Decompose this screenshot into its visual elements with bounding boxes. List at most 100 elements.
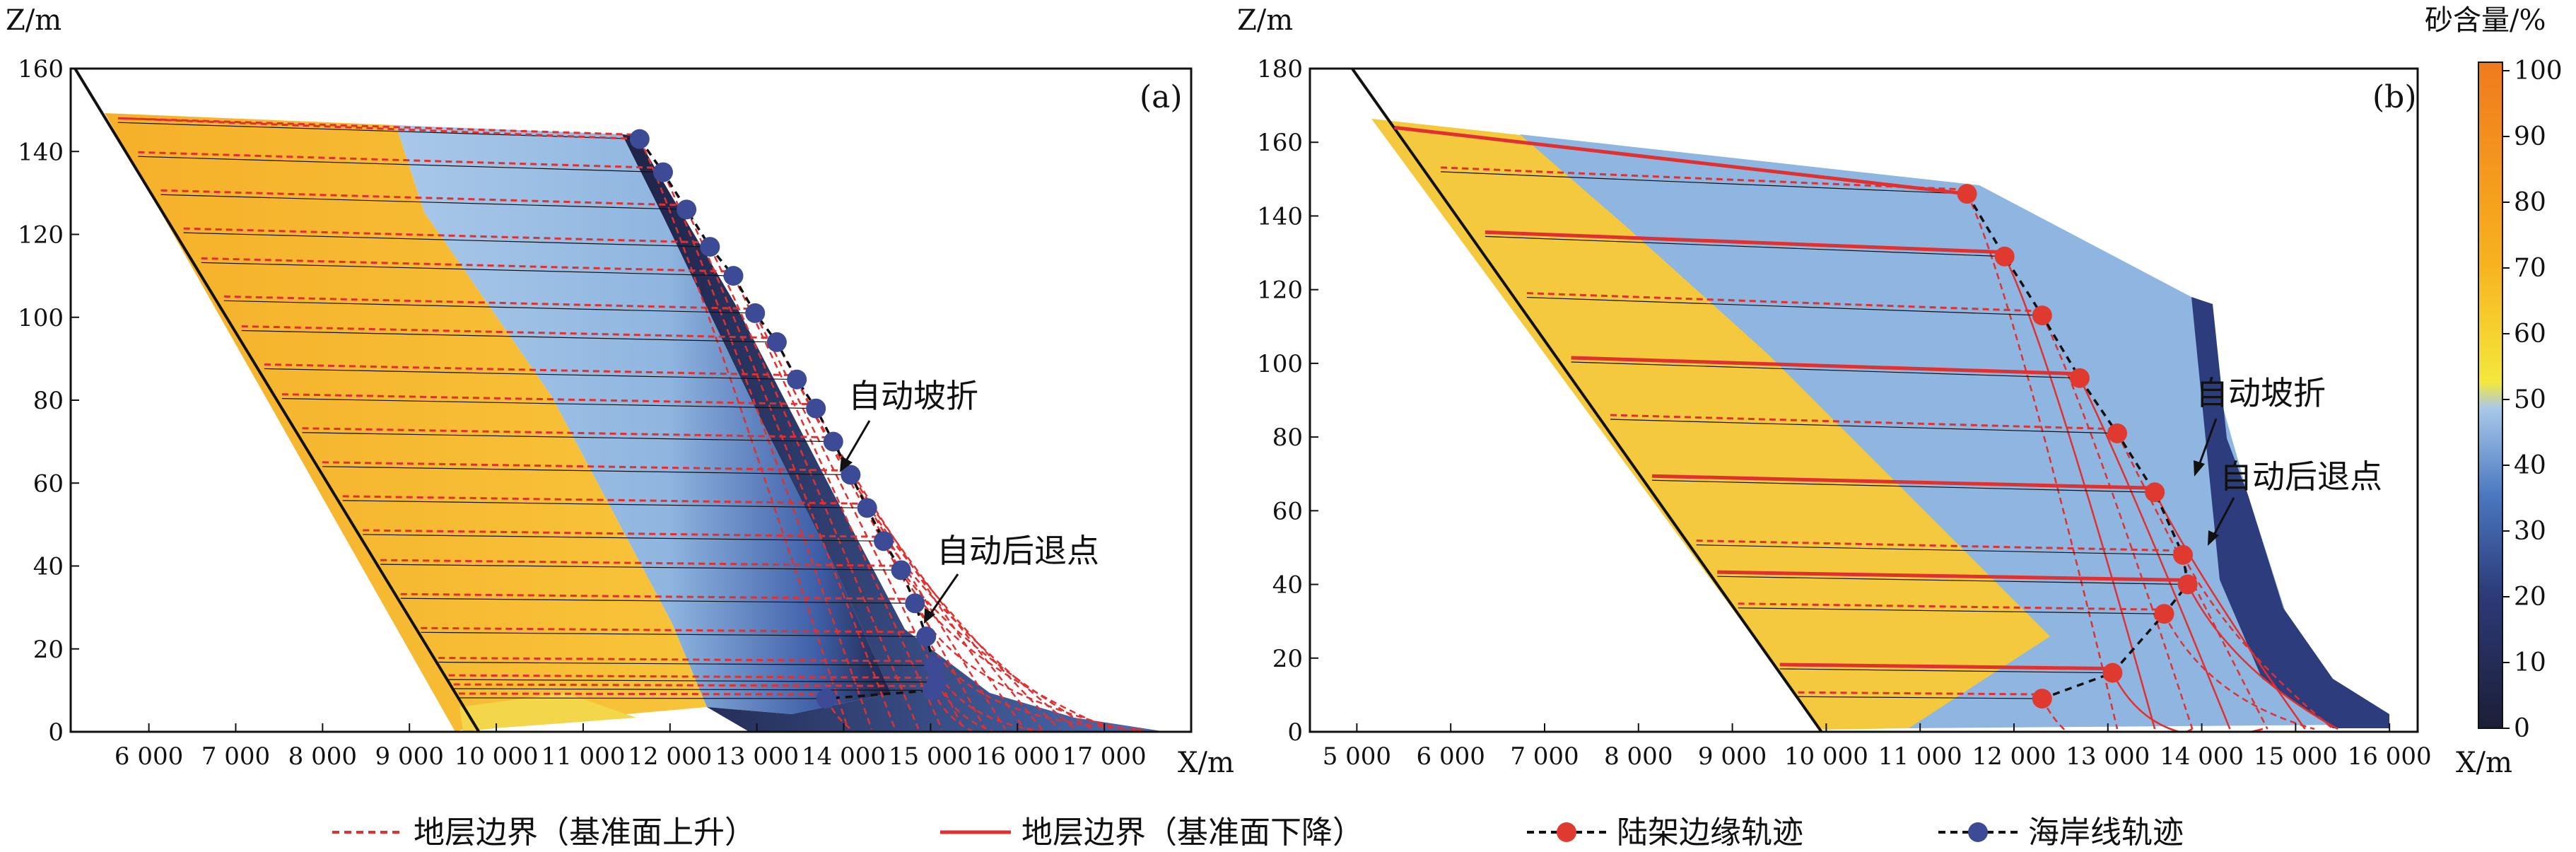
panel-b-boundary-line xyxy=(1738,602,2165,611)
panel-a-trajectory-point xyxy=(857,498,877,518)
panel-b-boundary-line xyxy=(1526,292,2042,313)
panel-a-stratal-line xyxy=(264,368,797,380)
panel-a-prodelta-fill xyxy=(622,134,1166,732)
panel-a-boundary-line xyxy=(448,674,937,679)
panel-a-xtick-label: 8 000 xyxy=(288,742,357,771)
panel-a-trajectory-point xyxy=(816,689,836,709)
panel-a-stratal-line xyxy=(438,661,935,666)
panel-a-annotation-2: 自动后退点 xyxy=(937,532,1099,570)
panel-a-boundary-line xyxy=(117,117,640,136)
panel-a-xtick-label: 7 000 xyxy=(201,742,270,771)
panel-b-clinoform-line xyxy=(2186,583,2338,730)
panel-a-top-boundary xyxy=(122,117,640,141)
colorbar-tick-label: 0 xyxy=(2514,714,2530,743)
panel-b-clinoform-line xyxy=(2078,378,2231,730)
panel-a-boundary-line xyxy=(380,559,901,567)
panel-a-clinoform-line xyxy=(815,408,1026,730)
panel-b-xtick-label: 14 000 xyxy=(2160,742,2244,771)
panel-b-trajectory-point xyxy=(2173,544,2194,565)
legend: 地层边界（基准面上升） 地层边界（基准面下降） 陆架边缘轨迹 海岸线轨迹 xyxy=(332,815,2184,851)
panel-a-boundary-line xyxy=(438,657,935,663)
panel-a-xtick-label: 9 000 xyxy=(375,742,444,771)
panel-a-stratal-line xyxy=(342,500,867,509)
panel-b-xtick-label: 16 000 xyxy=(2348,742,2432,771)
panel-b-annotation-2: 自动后退点 xyxy=(2220,457,2382,496)
panel-b-annotation-2-arrow xyxy=(2211,497,2235,538)
panel-a-trajectory-point xyxy=(823,431,843,452)
panel-a-sand-fill xyxy=(105,113,707,732)
legend-item-shelf-edge: 陆架边缘轨迹 xyxy=(1527,815,1803,851)
panel-b-clinoform-line xyxy=(2041,698,2193,732)
panel-a-boundary-line xyxy=(400,593,915,600)
panel-a-xtick-label: 12 000 xyxy=(628,742,712,771)
panel-b-ytick-label: 40 xyxy=(1272,571,1303,600)
panel-b-xtick-label: 5 000 xyxy=(1323,742,1391,771)
panel-b-prodelta-fill xyxy=(2191,297,2389,728)
panel-b-trajectory-point xyxy=(2177,574,2198,595)
panel-b-series xyxy=(1957,184,2198,709)
panel-b-ytick-label: 180 xyxy=(1257,55,1303,83)
panel-a-boundary-line xyxy=(241,325,777,339)
panel-b-xtick-label: 8 000 xyxy=(1604,742,1673,771)
legend-shoreline-dot xyxy=(1968,822,1988,842)
panel-a-boundary-line xyxy=(138,151,664,170)
panel-a-stratal-line xyxy=(160,194,687,210)
panel-b-frame xyxy=(1309,67,2419,733)
panel-a-ytick-label: 100 xyxy=(18,304,64,332)
panel-b-annotation-1-arrow xyxy=(2197,418,2218,467)
panel-b-boundary-line xyxy=(1485,230,2005,255)
panel-b-trajectory-point xyxy=(2032,305,2052,326)
panel-b-xlabel: X/m xyxy=(2456,747,2512,779)
panel-b-clinoform-line xyxy=(2112,672,2264,732)
panel-b-boundary-line xyxy=(1779,663,2113,671)
panel-a-boundary-line xyxy=(322,461,851,472)
panel-b-xtick-label: 7 000 xyxy=(1510,742,1579,771)
panel-a-stratal-line xyxy=(241,329,777,343)
panel-a-stratal-line xyxy=(322,466,851,476)
panel-a-boundary-line xyxy=(363,529,884,538)
panel-a-clinoform-line xyxy=(933,665,1143,732)
panel-a-xtick-label: 14 000 xyxy=(802,742,886,771)
panel-b-xtick-label: 12 000 xyxy=(1972,742,2056,771)
panel-a-trajectory-point xyxy=(745,303,766,323)
panel-b-clinoform-line xyxy=(2003,256,2156,730)
panel-a-xtick-label: 10 000 xyxy=(455,742,539,771)
panel-a-trajectory-point xyxy=(787,369,807,390)
colorbar-tick-label: 90 xyxy=(2514,122,2546,151)
colorbar-tick-label: 10 xyxy=(2514,648,2546,677)
panel-b-axes: 5 000 6 000 7 000 8 000 9 000 10 000 11 000 12 … xyxy=(1257,55,2432,771)
panel-a-stratal-line xyxy=(138,156,663,173)
panel-a-trajectory-point xyxy=(629,129,650,149)
panel-a-trajectory-point xyxy=(677,199,697,220)
panel-b-stratal-line xyxy=(1779,668,2113,674)
panel-b-trajectory-line xyxy=(1966,193,2189,700)
panel-a-clinoform-line xyxy=(850,474,1060,730)
panel-b-xtick-label: 13 000 xyxy=(2066,742,2150,771)
panel-b-boundary-line xyxy=(1798,691,2042,696)
panel-a-stratal-line xyxy=(421,631,927,637)
panel-b-stratal-line xyxy=(1571,361,2080,379)
panel-a-boundary-line xyxy=(302,427,833,439)
panel-a-annotation-1-arrow xyxy=(843,420,871,464)
colorbar-tick-label: 50 xyxy=(2514,385,2546,414)
panel-a-trajectory-point xyxy=(652,162,673,182)
colorbar-tick-label: 20 xyxy=(2514,583,2546,612)
panel-a-stratal-line xyxy=(302,432,833,443)
panel-b-tag: (b) xyxy=(2372,79,2417,115)
panel-a-ylabel: Z/m xyxy=(6,4,62,37)
panel-b-ytick-label: 20 xyxy=(1272,645,1303,673)
panel-a-trajectory-point xyxy=(916,626,937,647)
panel-a-xtick-label: 11 000 xyxy=(541,742,625,771)
panel-a-trajectory-point xyxy=(874,531,894,552)
panel-a-trajectory-point xyxy=(922,680,942,701)
panel-b-ytick-label: 80 xyxy=(1272,424,1303,452)
panel-a-stratal-line xyxy=(363,534,884,542)
panel-a-stratal-line xyxy=(223,300,756,314)
panel-a-annotation-2-arrow xyxy=(928,573,959,616)
panel-b-ytick-label: 0 xyxy=(1287,718,1303,747)
panel-a-series xyxy=(629,129,947,709)
panel-a-boundary-line xyxy=(453,683,932,687)
panel-b-annotation-2-arrowhead xyxy=(2208,530,2219,546)
